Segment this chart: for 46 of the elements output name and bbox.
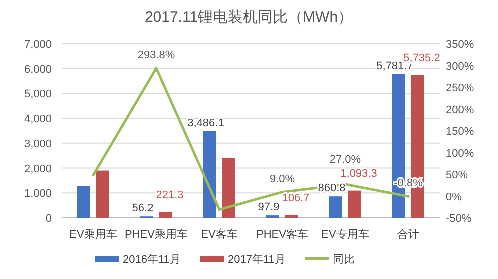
data-label: 5,735.2 — [404, 52, 440, 64]
y-tick-label: 6,000 — [24, 64, 52, 76]
data-label: 1,093.3 — [340, 168, 378, 180]
data-label: 97.9 — [258, 202, 280, 214]
bar — [96, 170, 110, 218]
y2-tick-label: 350% — [446, 39, 474, 51]
legend-label: 同比 — [333, 253, 355, 266]
y-tick-label: 5,000 — [24, 88, 52, 101]
data-label: 221.3 — [156, 190, 184, 202]
y-tick-label: 7,000 — [24, 39, 52, 51]
y-tick-label: 2,000 — [24, 163, 52, 176]
data-label: 9.0% — [270, 173, 296, 186]
x-tick-label: EV专用车 — [322, 228, 370, 241]
x-tick-label: EV乘用车 — [70, 228, 118, 241]
y2-tick-label: -50% — [446, 213, 472, 225]
legend-label: 2017年11月 — [228, 254, 286, 266]
x-tick-label: EV客车 — [201, 228, 238, 241]
y2-tick-label: 250% — [446, 82, 474, 94]
bar — [160, 212, 172, 218]
y2-tick-label: 150% — [446, 126, 474, 138]
bar — [330, 196, 342, 218]
data-label: 3,486.1 — [188, 117, 224, 130]
y-tick-label: 3,000 — [24, 138, 52, 150]
y2-tick-label: 0% — [446, 191, 462, 204]
y2-tick-label: 100% — [446, 148, 474, 160]
bar — [222, 158, 236, 218]
y-tick-label: 4,000 — [24, 114, 52, 126]
bar — [286, 215, 298, 218]
data-label: -0.8% — [394, 178, 424, 190]
y-tick-label: 1,000 — [24, 188, 52, 200]
data-label: 106.7 — [282, 192, 310, 204]
x-tick-label: 合计 — [398, 228, 420, 241]
chart-title: 2017.11锂电装机同比（MWh） — [144, 9, 354, 26]
x-tick-label: PHEV客车 — [256, 228, 308, 241]
data-label: 293.8% — [138, 49, 176, 62]
bar — [348, 190, 362, 218]
y2-tick-label: 50% — [446, 170, 468, 182]
y2-tick-label: 300% — [446, 60, 474, 73]
data-label: 27.0% — [330, 154, 362, 166]
bar — [204, 131, 216, 218]
y-tick-label: 0 — [46, 213, 52, 225]
legend-label: 2016年11月 — [123, 254, 181, 266]
data-label: 56.2 — [132, 202, 154, 215]
y2-tick-label: 200% — [446, 104, 474, 116]
x-tick-label: PHEV乘用车 — [125, 228, 188, 241]
bar — [78, 186, 90, 218]
